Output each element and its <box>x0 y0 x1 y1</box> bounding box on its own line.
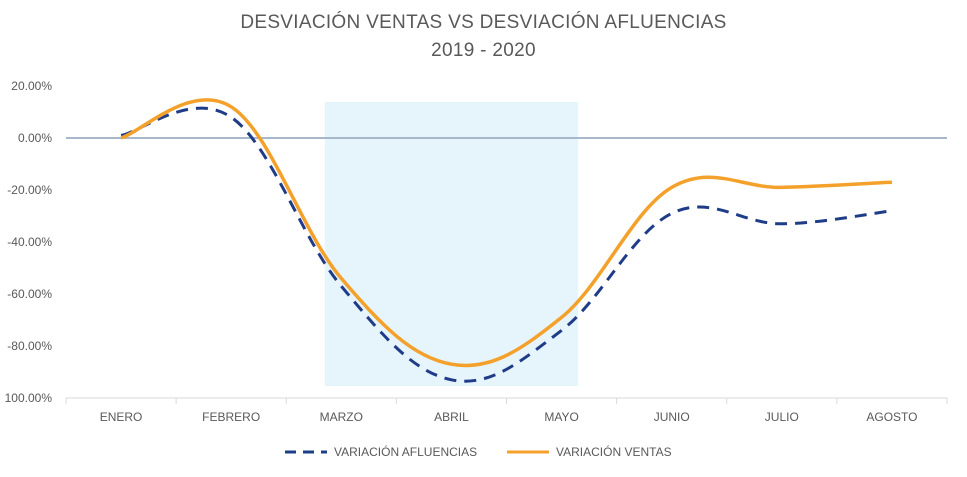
y-tick-label: -80.00% <box>7 339 52 353</box>
x-tick-label: ABRIL <box>434 410 469 424</box>
chart-subtitle: 2019 - 2020 <box>431 40 536 61</box>
y-tick-label: -40.00% <box>7 235 52 249</box>
chart-title: DESVIACIÓN VENTAS VS DESVIACIÓN AFLUENCI… <box>240 12 727 33</box>
series-line-afluencias <box>120 106 893 383</box>
y-tick-label: 100.00% <box>5 391 53 405</box>
x-tick-label: JULIO <box>765 410 799 424</box>
highlight-band <box>324 102 579 386</box>
y-tick-label: -20.00% <box>7 183 52 197</box>
y-tick-label: 0.00% <box>18 131 52 145</box>
y-tick-label: -60.00% <box>7 287 52 301</box>
legend-label: VARIACIÓN AFLUENCIAS <box>334 444 477 459</box>
legend-label: VARIACIÓN VENTAS <box>556 444 672 459</box>
y-tick-label: 20.00% <box>11 79 52 93</box>
x-tick-label: ENERO <box>100 410 143 424</box>
x-tick-label: MAYO <box>544 410 578 424</box>
x-tick-label: FEBRERO <box>202 410 260 424</box>
x-tick-label: JUNIO <box>654 410 690 424</box>
series-line-ventas <box>120 98 893 368</box>
x-tick-label: MARZO <box>320 410 363 424</box>
x-tick-label: AGOSTO <box>866 410 917 424</box>
